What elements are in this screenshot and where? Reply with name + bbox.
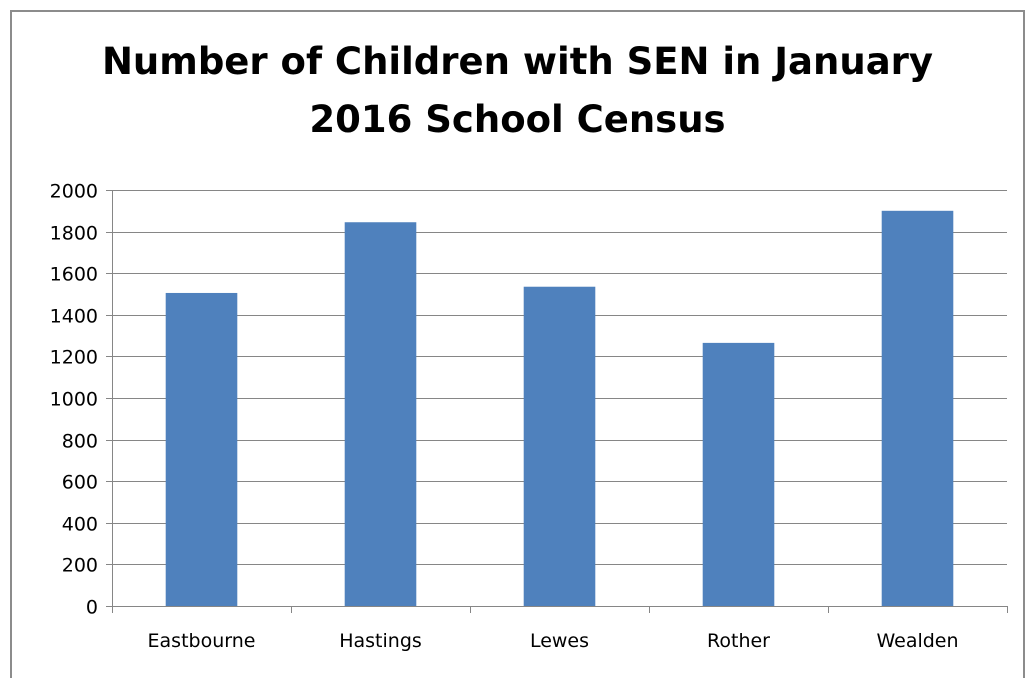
bar-eastbourne — [165, 292, 238, 606]
x-axis — [112, 190, 1008, 613]
y-tick-label: 800 — [62, 431, 98, 453]
x-tick-label: Eastbourne — [148, 630, 256, 652]
y-tick-label: 0 — [86, 597, 98, 619]
y-tick-label: 1600 — [50, 264, 98, 286]
bar-rother — [702, 342, 775, 606]
y-tick-label: 1000 — [50, 389, 98, 411]
y-tick-label: 1800 — [50, 223, 98, 245]
bar-hastings — [344, 222, 417, 607]
chart-title-line-1: Number of Children with SEN in January — [101, 40, 934, 83]
x-tick-label: Lewes — [530, 630, 589, 652]
x-tick-label: Rother — [707, 630, 770, 652]
chart-title: Number of Children with SEN in January 2… — [0, 33, 1035, 149]
y-tick-label: 200 — [62, 555, 98, 577]
bar-lewes — [523, 286, 596, 606]
x-tick-label: Hastings — [339, 630, 422, 652]
y-axis-tick-labels: 0 200 400 600 800 1000 1200 1400 1600 1800 2000 — [50, 181, 98, 619]
bar-wealden — [881, 210, 954, 607]
y-tick-label: 1400 — [50, 306, 98, 328]
y-tick-label: 2000 — [50, 181, 98, 203]
chart-title-line-2: 2016 School Census — [309, 98, 726, 141]
bars — [165, 210, 954, 607]
y-tick-label: 1200 — [50, 347, 98, 369]
x-axis-tick-labels: Eastbourne Hastings Lewes Rother Wealden — [148, 630, 959, 652]
y-tick-label: 600 — [62, 472, 98, 494]
y-tick-label: 400 — [62, 514, 98, 536]
x-tick-label: Wealden — [876, 630, 958, 652]
